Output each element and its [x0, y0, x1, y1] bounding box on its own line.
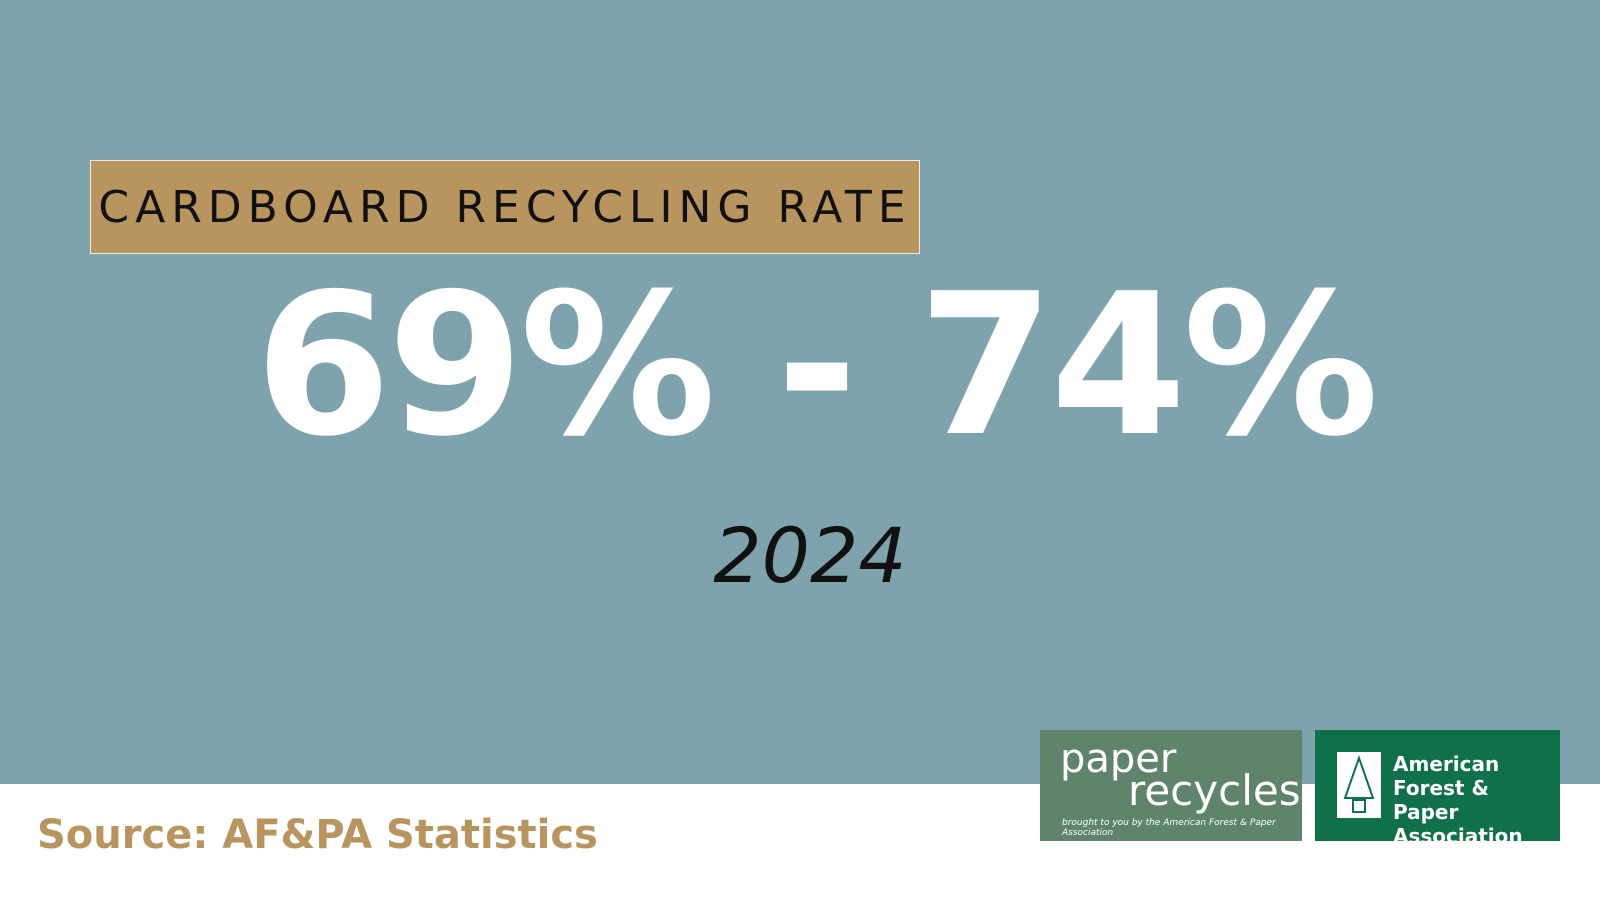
source: Source: AF&PA Statistics [37, 812, 598, 858]
title-box: CARDBOARD RECYCLING RATE [90, 160, 920, 254]
paper-recycles-logo: paper recycles brought to you by the Ame… [1040, 730, 1302, 841]
stat-year: 2024 [713, 511, 907, 600]
title: CARDBOARD RECYCLING RATE [98, 181, 912, 233]
logo-line: Forest & Paper [1393, 776, 1489, 824]
logo-word: recycles [1128, 766, 1301, 815]
tree-icon [1337, 752, 1381, 818]
logo-line: Association [1393, 824, 1523, 848]
logo-line: American [1393, 752, 1500, 776]
background-band [0, 0, 1600, 784]
logo-names: American Forest & Paper Association [1393, 752, 1560, 848]
afpa-logo: American Forest & Paper Association [1315, 730, 1560, 848]
logo-tagline: brought to you by the American Forest & … [1062, 818, 1276, 838]
logo-word: paper [1060, 736, 1177, 782]
stat-value: 69% - 74% [254, 252, 1379, 480]
